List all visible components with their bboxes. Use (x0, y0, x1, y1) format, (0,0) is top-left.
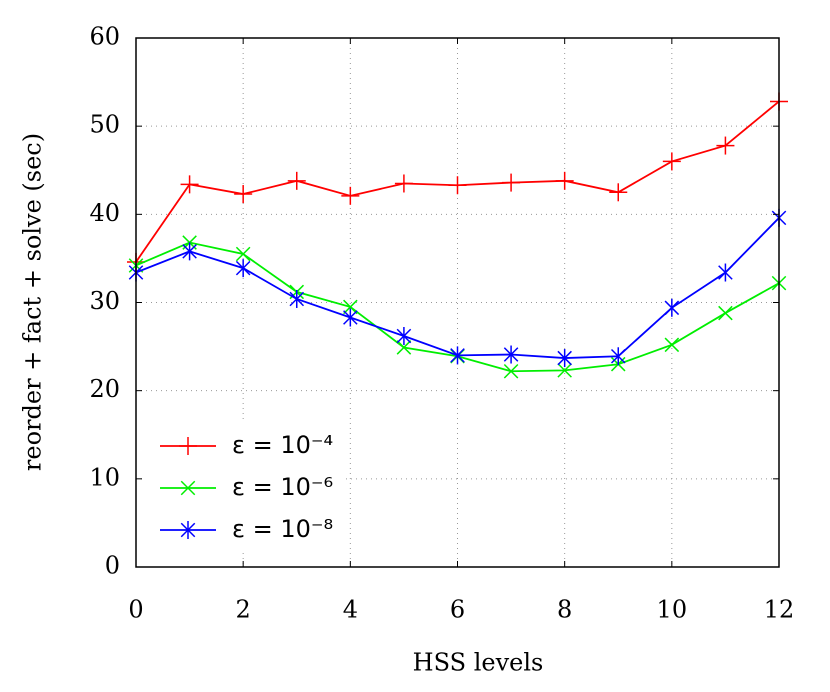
x-tick-label: 2 (236, 596, 251, 624)
marker (502, 173, 521, 192)
marker-stroke (664, 337, 680, 353)
marker (555, 171, 574, 190)
y-axis-label: reorder + fact + solve (sec) (19, 133, 47, 471)
marker (394, 174, 413, 193)
marker (396, 327, 412, 346)
marker (289, 289, 305, 308)
axes: 0 2 4 6 8 10 12 0 10 20 30 40 50 60 (89, 23, 794, 624)
y-tick-label: 30 (89, 287, 120, 315)
marker (341, 186, 360, 205)
marker-stroke (610, 349, 626, 364)
legend-label: ε = 10⁻⁴ (232, 431, 333, 459)
marker-stroke (557, 350, 572, 366)
marker (180, 521, 196, 539)
x-tick-label: 12 (764, 596, 795, 624)
marker (235, 259, 251, 278)
marker (718, 263, 733, 282)
marker (503, 345, 519, 364)
marker (234, 185, 253, 204)
marker-stroke (343, 299, 358, 315)
marker-stroke (343, 310, 358, 325)
marker (287, 171, 306, 190)
marker (180, 175, 199, 194)
legend-label: ε = 10⁻⁶ (232, 473, 333, 501)
x-tick-label: 6 (450, 596, 465, 624)
marker (664, 337, 680, 353)
y-tick-label: 10 (89, 463, 120, 491)
y-tick-label: 0 (105, 552, 120, 580)
x-tick-label: 4 (343, 596, 358, 624)
legend-label: ε = 10⁻⁸ (232, 515, 333, 543)
marker-stroke (396, 328, 412, 344)
marker (182, 242, 197, 261)
x-tick-label: 10 (657, 596, 688, 624)
marker (610, 347, 626, 366)
marker (448, 176, 467, 195)
marker-stroke (180, 522, 196, 538)
y-tick-label: 50 (89, 111, 120, 139)
marker (609, 183, 628, 202)
marker (557, 349, 572, 368)
x-tick-label: 0 (128, 596, 143, 624)
marker-stroke (235, 246, 251, 262)
marker-stroke (235, 260, 251, 276)
marker-stroke (289, 291, 305, 307)
marker (716, 136, 735, 155)
marker (450, 346, 465, 365)
marker-stroke (182, 244, 197, 259)
marker (235, 246, 251, 262)
marker (718, 305, 733, 321)
plot (127, 92, 788, 379)
marker (180, 480, 196, 496)
marker (662, 152, 681, 171)
y-tick-label: 60 (89, 23, 120, 51)
marker-stroke (450, 348, 465, 363)
marker-stroke (664, 300, 680, 316)
marker (664, 298, 680, 317)
marker-stroke (503, 363, 519, 379)
marker-stroke (718, 265, 733, 280)
legend: ε = 10⁻⁴ ε = 10⁻⁶ ε = 10⁻⁸ (146, 421, 346, 551)
marker-stroke (503, 347, 519, 362)
marker-stroke (396, 340, 412, 355)
x-axis-label: HSS levels (413, 649, 544, 677)
marker (343, 308, 358, 327)
marker-stroke (557, 363, 572, 378)
marker (396, 340, 412, 355)
y-tick-label: 20 (89, 375, 120, 403)
marker (179, 437, 197, 455)
marker (557, 363, 572, 378)
marker-stroke (718, 305, 733, 321)
y-tick-label: 40 (89, 199, 120, 227)
marker-stroke (180, 480, 196, 496)
marker (343, 299, 358, 315)
x-tick-label: 8 (557, 596, 572, 624)
marker (503, 363, 519, 379)
